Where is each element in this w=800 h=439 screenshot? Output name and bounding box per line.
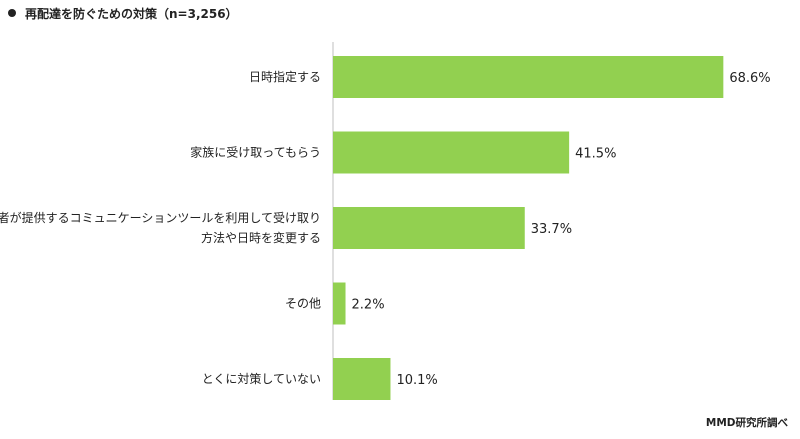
title-bullet-icon (8, 9, 16, 17)
value-label-0: 68.6% (729, 71, 770, 86)
value-label-4: 10.1% (396, 373, 437, 388)
category-label-2-line-0: 事業者が提供するコミュニケーションツールを利用して受け取り (0, 210, 321, 225)
bar-3 (333, 282, 346, 325)
category-label-2-line-1: 方法や日時を変更する (201, 230, 321, 245)
bar-1 (333, 131, 570, 174)
bar-4 (333, 358, 391, 400)
category-label-1: 家族に受け取ってもらう (190, 145, 321, 160)
category-label-4: とくに対策していない (202, 372, 321, 386)
category-label-3: その他 (285, 297, 321, 311)
bar-2 (333, 207, 525, 249)
category-label-0: 日時指定する (249, 69, 321, 84)
value-label-2: 33.7% (531, 222, 572, 237)
chart-title: 再配達を防ぐための対策（n=3,256） (25, 6, 238, 21)
source-credit: MMD研究所調べ (705, 417, 788, 429)
value-label-3: 2.2% (352, 298, 385, 313)
bar-0 (333, 56, 724, 98)
chart-title-row: 再配達を防ぐための対策（n=3,256） (8, 5, 238, 21)
value-label-1: 41.5% (575, 147, 616, 162)
